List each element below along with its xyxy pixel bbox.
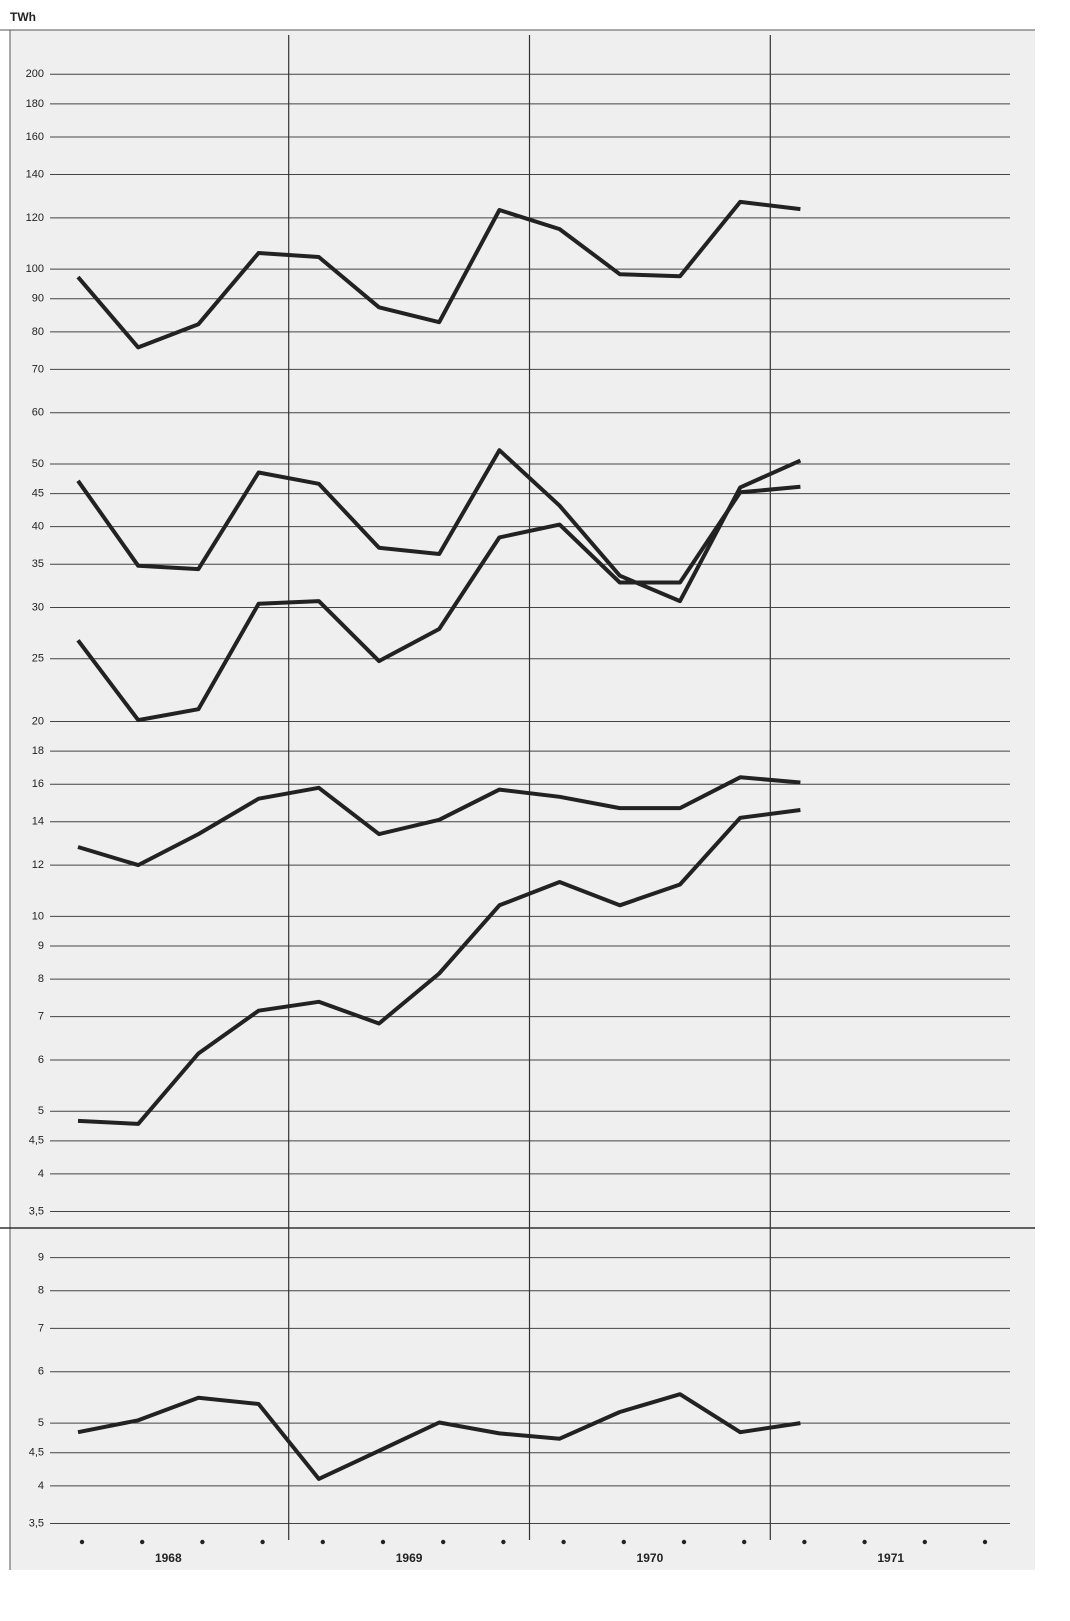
quarter-dot	[742, 1539, 747, 1545]
y-tick-label: 20	[32, 715, 44, 727]
line-series	[77, 775, 801, 868]
quarter-dot	[621, 1539, 626, 1545]
quarter-dot	[922, 1539, 927, 1545]
y-tick-label: 200	[26, 68, 44, 80]
y-tick-label: 9	[38, 940, 44, 952]
y-tick-label: 8	[38, 1285, 44, 1297]
y-tick-label: 4	[38, 1480, 44, 1492]
y-axis-label: TWh	[10, 10, 36, 24]
quarter-dot	[862, 1539, 867, 1545]
line-series	[76, 448, 802, 604]
line-series	[77, 1392, 801, 1481]
y-tick-label: 35	[32, 558, 44, 570]
y-tick-label: 140	[26, 168, 44, 180]
y-tick-label: 4,5	[29, 1447, 44, 1459]
quarter-dot	[320, 1539, 325, 1545]
y-tick-label: 100	[26, 263, 44, 275]
quarter-dot	[260, 1539, 265, 1545]
y-tick-label: 9	[38, 1252, 44, 1264]
quarter-dot	[441, 1539, 446, 1545]
y-tick-label: 160	[26, 131, 44, 143]
y-tick-label: 50	[32, 458, 44, 470]
y-tick-label: 7	[38, 1322, 44, 1334]
y-tick-label: 12	[32, 859, 44, 871]
y-tick-label: 6	[38, 1054, 44, 1066]
y-tick-label: 45	[32, 487, 44, 499]
quarter-dot	[681, 1539, 687, 1545]
y-tick-label: 120	[26, 212, 44, 224]
y-tick-label: 6	[38, 1366, 44, 1378]
y-tick-label: 8	[38, 973, 44, 985]
quarter-dot	[561, 1539, 566, 1545]
y-tick-label: 5	[38, 1417, 44, 1429]
quarter-dot	[79, 1539, 85, 1545]
y-tick-label: 7	[38, 1011, 44, 1023]
y-tick-label: 10	[32, 910, 44, 922]
y-tick-label: 4,5	[29, 1135, 44, 1147]
y-tick-label: 14	[32, 816, 44, 828]
year-label: 1968	[155, 1551, 182, 1565]
y-tick-label: 180	[26, 98, 44, 110]
y-tick-label: 3,5	[29, 1517, 44, 1529]
quarter-dot	[200, 1539, 205, 1545]
line-series	[76, 484, 801, 723]
plot-background	[10, 30, 1035, 1570]
line-series	[76, 199, 801, 350]
year-label: 1971	[877, 1551, 904, 1565]
quarter-dot	[982, 1539, 988, 1545]
quarter-dot	[501, 1539, 506, 1545]
y-tick-label: 80	[32, 326, 44, 338]
y-tick-label: 30	[32, 601, 44, 613]
y-tick-label: 3,5	[29, 1205, 44, 1217]
y-tick-label: 5	[38, 1105, 44, 1117]
y-tick-label: 16	[32, 778, 44, 790]
y-tick-label: 90	[32, 293, 44, 305]
y-tick-label: 18	[32, 745, 44, 757]
y-tick-label: 60	[32, 407, 44, 419]
line-series	[77, 808, 801, 1126]
quarter-dot	[140, 1539, 145, 1545]
y-tick-label: 40	[32, 521, 44, 533]
quarter-dot	[802, 1539, 807, 1545]
y-tick-label: 4	[38, 1168, 44, 1180]
year-label: 1969	[396, 1551, 423, 1565]
year-label: 1970	[637, 1551, 664, 1565]
y-tick-label: 70	[32, 363, 44, 375]
y-tick-label: 25	[32, 653, 44, 665]
quarter-dot	[380, 1539, 386, 1545]
